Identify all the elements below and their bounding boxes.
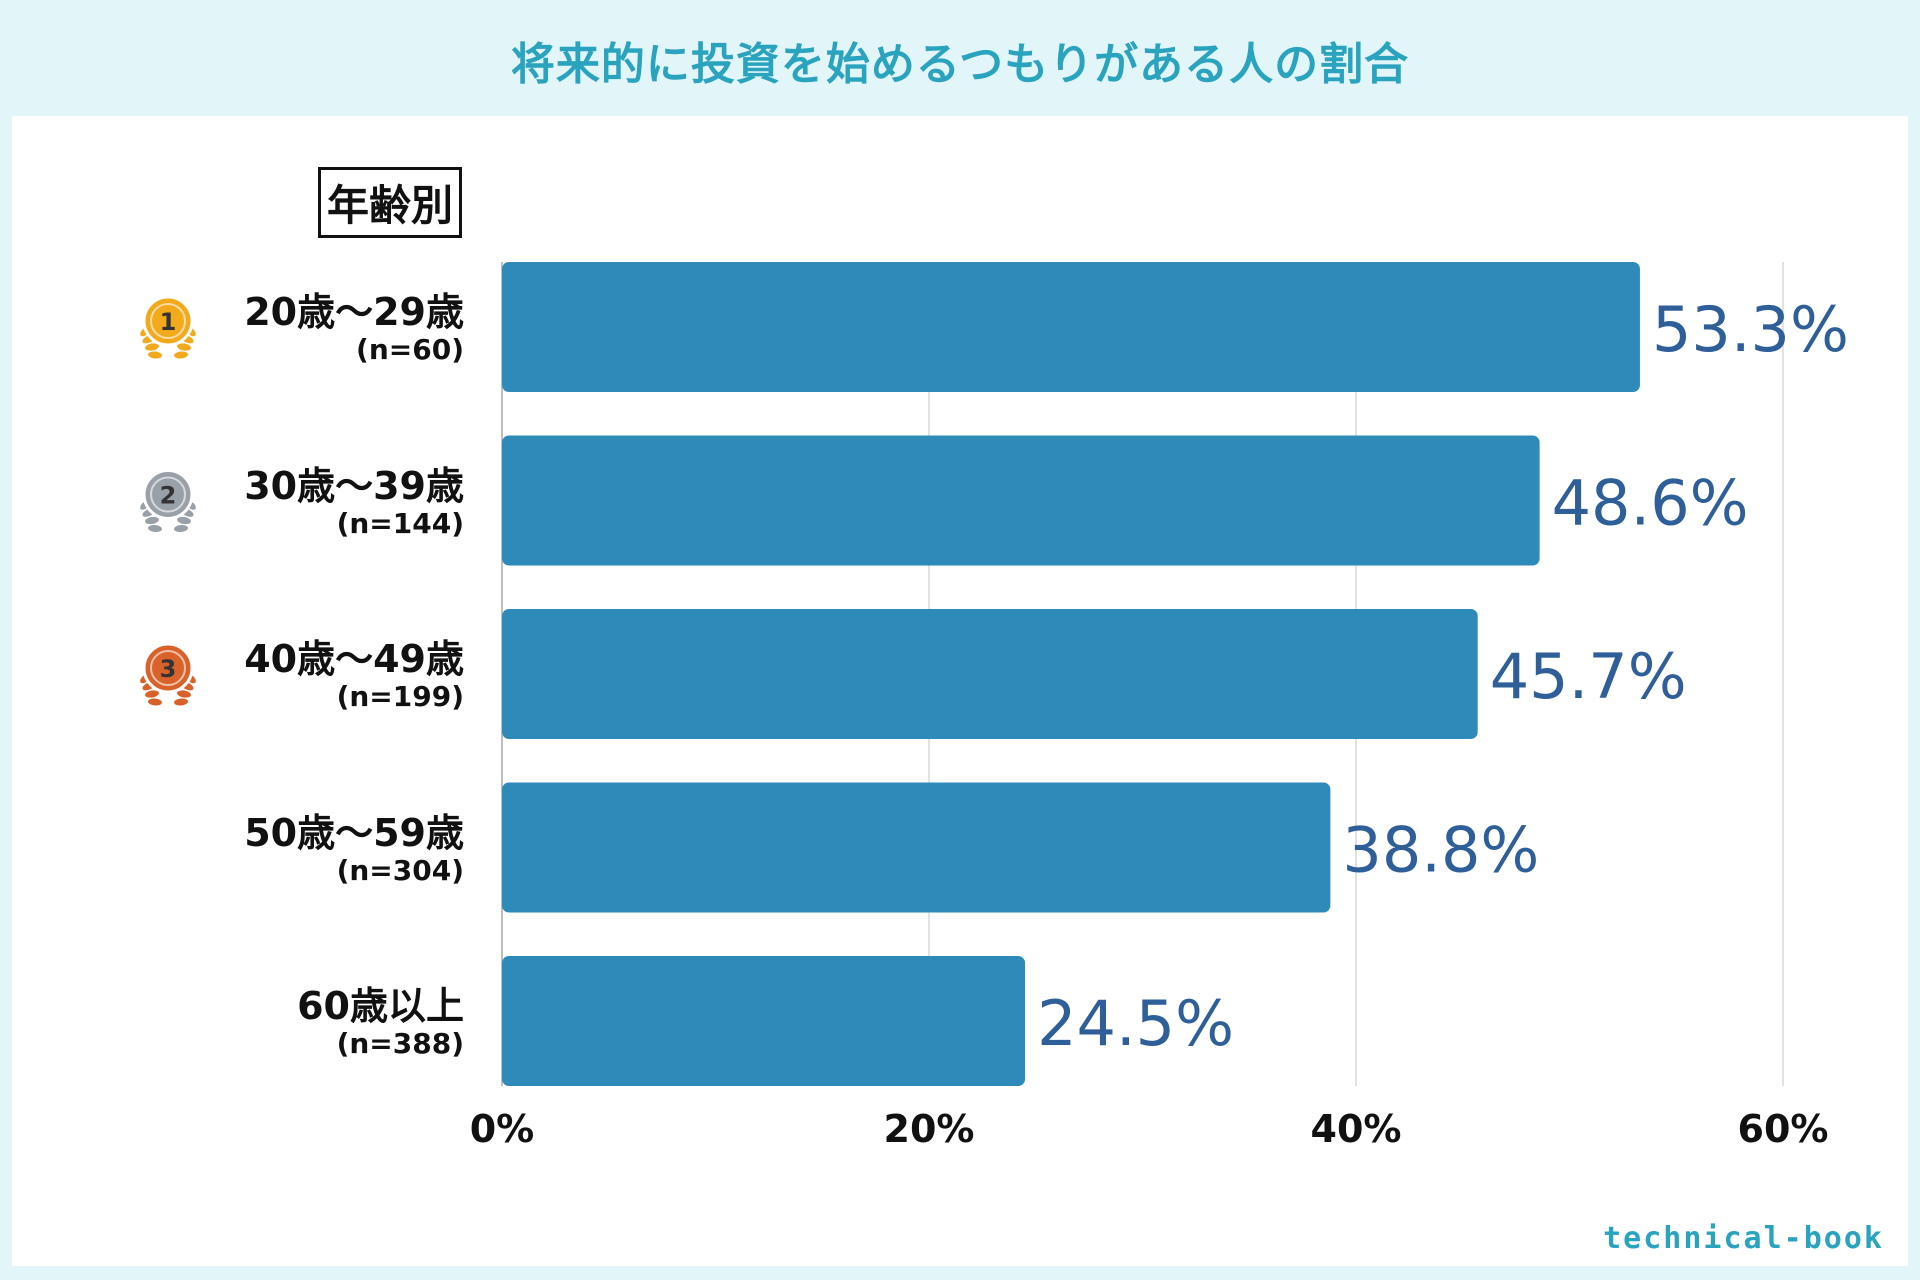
x-tick-label: 0% — [470, 1107, 535, 1151]
category-sample-size: (n=199) — [336, 680, 464, 713]
medal-rank: 1 — [160, 308, 177, 336]
medal-rank: 2 — [160, 482, 177, 510]
value-label: 48.6% — [1552, 467, 1749, 540]
laurel-leaf — [174, 698, 188, 706]
value-label: 45.7% — [1490, 640, 1687, 713]
category-label: 40歳～49歳 (n=199) — [244, 637, 464, 713]
medal-ring — [150, 476, 186, 513]
bar — [502, 782, 1331, 913]
medal-ring — [150, 303, 186, 339]
laurel-leaf — [148, 524, 162, 533]
medal-ring — [150, 650, 186, 686]
laurel-leaf — [145, 516, 159, 525]
category-sample-size: (n=60) — [356, 333, 464, 366]
category-name: 30歳～39歳 — [244, 463, 464, 508]
category-name: 50歳～59歳 — [244, 810, 464, 855]
category-name: 40歳～49歳 — [244, 637, 464, 681]
laurel-leaf — [148, 351, 162, 359]
laurel-leaf — [174, 351, 188, 359]
chart-title: 将来的に投資を始めるつもりがある人の割合 — [510, 39, 1410, 90]
value-label: 53.3% — [1652, 293, 1849, 366]
x-tick-label: 20% — [884, 1107, 975, 1151]
laurel-leaf — [177, 343, 191, 351]
category-label: 60歳以上 (n=388) — [297, 984, 464, 1060]
medal-rank: 3 — [160, 655, 177, 683]
laurel-leaf — [148, 698, 162, 706]
category-name: 20歳～29歳 — [244, 290, 464, 334]
value-label: 24.5% — [1037, 987, 1234, 1060]
laurel-leaf — [145, 343, 159, 351]
laurel-leaf — [177, 690, 191, 698]
category-label: 20歳～29歳 (n=60) — [244, 290, 464, 366]
watermark-logo: technical-book — [1603, 1221, 1884, 1256]
bar — [502, 435, 1540, 566]
bar — [502, 262, 1640, 392]
laurel-leaf — [145, 690, 159, 698]
laurel-leaf — [174, 524, 188, 533]
bar — [502, 609, 1478, 739]
category-sample-size: (n=144) — [336, 506, 464, 540]
bar — [502, 956, 1026, 1086]
x-tick-label: 60% — [1738, 1107, 1829, 1151]
category-label: 30歳～39歳 (n=144) — [244, 464, 464, 540]
value-label: 38.8% — [1342, 814, 1539, 887]
category-sample-size: (n=388) — [336, 1027, 464, 1060]
category-name: 60歳以上 — [297, 984, 464, 1028]
category-sample-size: (n=304) — [336, 853, 464, 887]
laurel-leaf — [177, 516, 191, 525]
x-tick-label: 40% — [1311, 1107, 1402, 1151]
category-label: 50歳～59歳 (n=304) — [244, 811, 464, 887]
group-label: 年齢別 — [318, 167, 463, 238]
